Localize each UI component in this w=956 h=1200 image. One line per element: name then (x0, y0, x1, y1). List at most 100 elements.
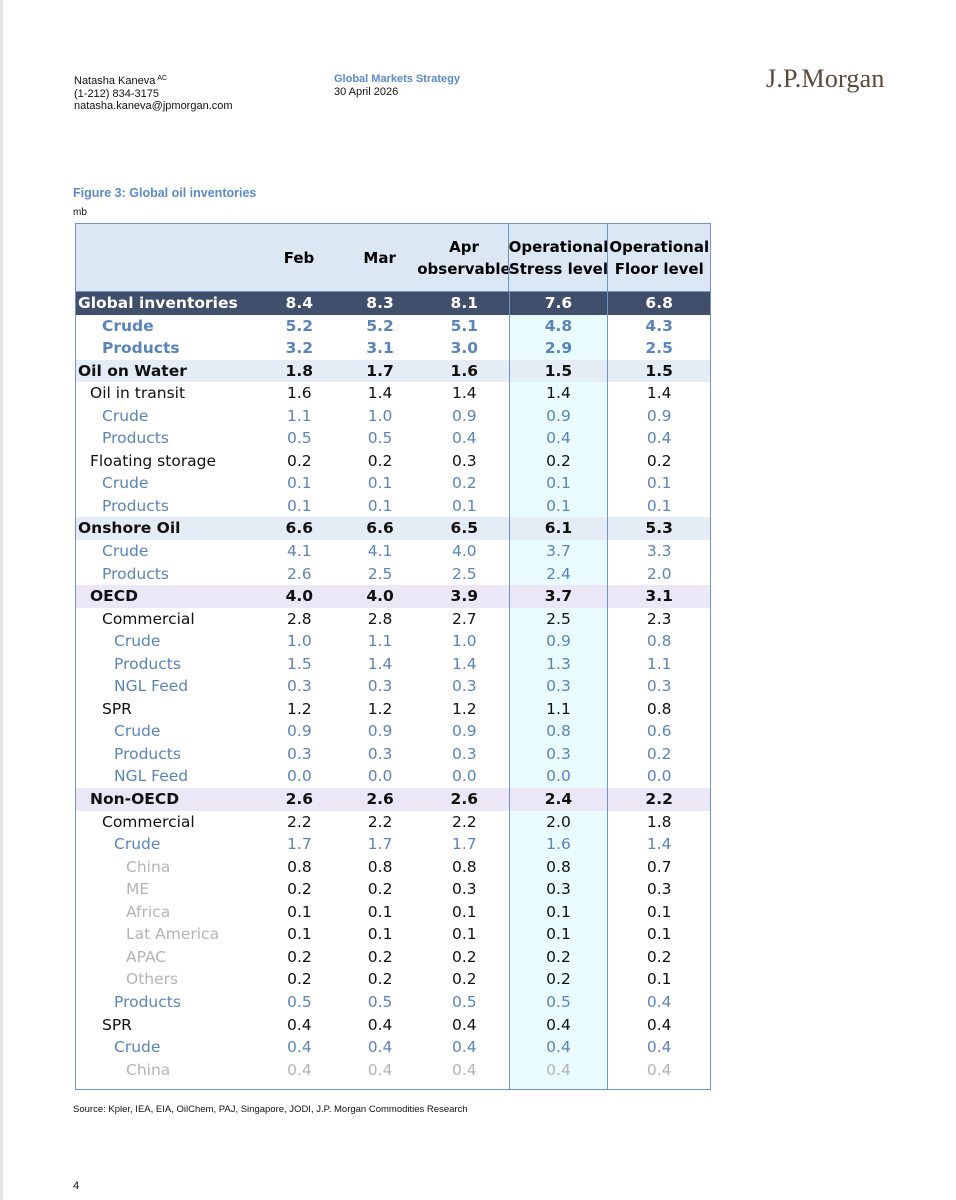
apr-value: 2.2 (451, 812, 477, 831)
stress-value: 0.5 (508, 990, 608, 1014)
apr-value: 0.4 (451, 1038, 477, 1057)
feb-value: 0.2 (287, 947, 312, 966)
stress-value: 0.3 (508, 878, 608, 901)
mar-value: 0.2 (367, 451, 393, 470)
stress-value: 0.1 (508, 494, 608, 518)
floor-value: 2.2 (607, 788, 710, 811)
row-label: Crude (102, 474, 149, 493)
mar-value: 1.0 (367, 406, 393, 425)
row-label: Oil on Water (78, 361, 187, 380)
padding-cell (607, 1081, 710, 1090)
apr-value: 6.5 (450, 519, 478, 538)
padding-cell (340, 1081, 420, 1089)
mar-value: 2.2 (367, 812, 393, 831)
floor-value: 2.5 (607, 337, 710, 360)
stress-value: 0.2 (508, 945, 608, 969)
table-row: Lat America 0.1 0.1 0.1 0.1 0.1 (76, 923, 710, 946)
row-label: Onshore Oil (78, 519, 181, 538)
table-row: Global inventories 8.4 8.3 8.1 7.6 6.8 (76, 292, 710, 315)
floor-value: 1.4 (607, 382, 710, 405)
column-header-line2: Floor level (614, 259, 704, 278)
mar-value: 0.1 (367, 902, 393, 921)
padding-cell (508, 1081, 608, 1090)
row-label: Products (102, 564, 169, 583)
padding-cell (420, 1081, 509, 1089)
mar-value: 6.6 (366, 519, 394, 538)
floor-value: 1.1 (607, 652, 710, 676)
floor-value: 0.8 (607, 630, 710, 653)
source-note: Source: Kpler, IEA, EIA, OilChem, PAJ, S… (73, 1104, 468, 1115)
table-row: Crude 0.1 0.1 0.2 0.1 0.1 (76, 472, 710, 495)
table-row: Products 3.2 3.1 3.0 2.9 2.5 (76, 337, 710, 360)
row-label: Products (114, 654, 181, 673)
stress-value: 1.1 (508, 697, 608, 721)
column-header-line1: Mar (363, 248, 396, 267)
row-label: Crude (114, 1038, 161, 1057)
floor-value: 0.9 (607, 404, 710, 428)
row-label: China (126, 1060, 171, 1079)
row-label: Products (114, 992, 181, 1011)
table-row: Crude 5.2 5.2 5.1 4.8 4.3 (76, 314, 710, 338)
feb-value: 0.4 (287, 1015, 312, 1034)
floor-value: 0.4 (607, 427, 710, 450)
feb-value: 3.2 (285, 339, 314, 358)
row-label: NGL Feed (114, 677, 189, 696)
mar-value: 3.1 (366, 339, 394, 358)
table-bottom-padding (76, 1081, 710, 1090)
stress-value: 2.9 (508, 337, 608, 360)
padding-cell (76, 1081, 258, 1089)
strategy-block: Global Markets Strategy 30 April 2026 (334, 73, 460, 98)
feb-value: 0.2 (287, 880, 312, 899)
column-header-line1: Operational (609, 237, 710, 256)
table-row: Products 0.1 0.1 0.1 0.1 0.1 (76, 494, 710, 518)
mar-value: 0.1 (367, 925, 393, 944)
apr-value: 1.4 (451, 384, 477, 403)
feb-value: 0.4 (287, 1038, 312, 1057)
floor-value: 0.4 (607, 1013, 710, 1037)
author-email[interactable]: natasha.kaneva@jpmorgan.com (74, 100, 233, 112)
row-label: Products (102, 496, 169, 515)
feb-value: 2.8 (287, 609, 312, 628)
row-label: Others (126, 970, 179, 989)
row-label: ME (126, 880, 150, 899)
feb-value: 0.5 (287, 992, 312, 1011)
table-row: NGL Feed 0.0 0.0 0.0 0.0 0.0 (76, 765, 710, 789)
apr-value: 0.9 (451, 406, 477, 425)
stress-value: 0.4 (508, 1013, 608, 1037)
table-row: SPR 0.4 0.4 0.4 0.4 0.4 (76, 1013, 710, 1037)
stress-value: 0.1 (508, 900, 608, 924)
mar-value: 0.8 (367, 857, 393, 876)
apr-value: 4.0 (451, 542, 477, 561)
mar-value: 0.1 (367, 474, 393, 493)
table-row: Crude 0.9 0.9 0.9 0.8 0.6 (76, 720, 710, 743)
stress-value: 7.6 (508, 292, 608, 315)
stress-value: 0.1 (508, 923, 608, 946)
figure-unit: mb (73, 207, 87, 218)
feb-value: 1.5 (287, 654, 312, 673)
floor-value: 3.1 (607, 585, 710, 608)
table-row: China 0.4 0.4 0.4 0.4 0.4 (76, 1058, 710, 1082)
row-label: APAC (126, 947, 167, 966)
apr-value: 2.7 (451, 609, 477, 628)
table-row: Products 2.6 2.5 2.5 2.4 2.0 (76, 562, 710, 586)
feb-value: 0.1 (287, 474, 312, 493)
inventories-table: Feb Mar Apr observable Operational Stress lev… (75, 223, 711, 1091)
apr-value: 3.9 (450, 587, 479, 606)
apr-value: 1.6 (450, 361, 478, 380)
mar-value: 4.0 (366, 587, 394, 606)
stress-value: 2.0 (508, 810, 608, 834)
stress-value: 0.2 (508, 968, 608, 991)
apr-value: 1.7 (451, 835, 477, 854)
page-edge-shadow (0, 0, 3, 1200)
column-header-line2: Stress level (508, 259, 608, 278)
mar-value: 1.2 (367, 699, 393, 718)
apr-value: 1.2 (451, 699, 477, 718)
row-label: Oil in transit (90, 384, 186, 403)
apr-value: 5.1 (450, 316, 479, 335)
mar-value: 0.1 (367, 496, 393, 515)
apr-value: 2.5 (451, 564, 477, 583)
stress-value: 1.3 (508, 652, 608, 676)
column-header-line1: Feb (283, 248, 315, 267)
table-row: Crude 1.0 1.1 1.0 0.9 0.8 (76, 630, 710, 653)
stress-column-header: Operational Stress level (508, 224, 608, 291)
